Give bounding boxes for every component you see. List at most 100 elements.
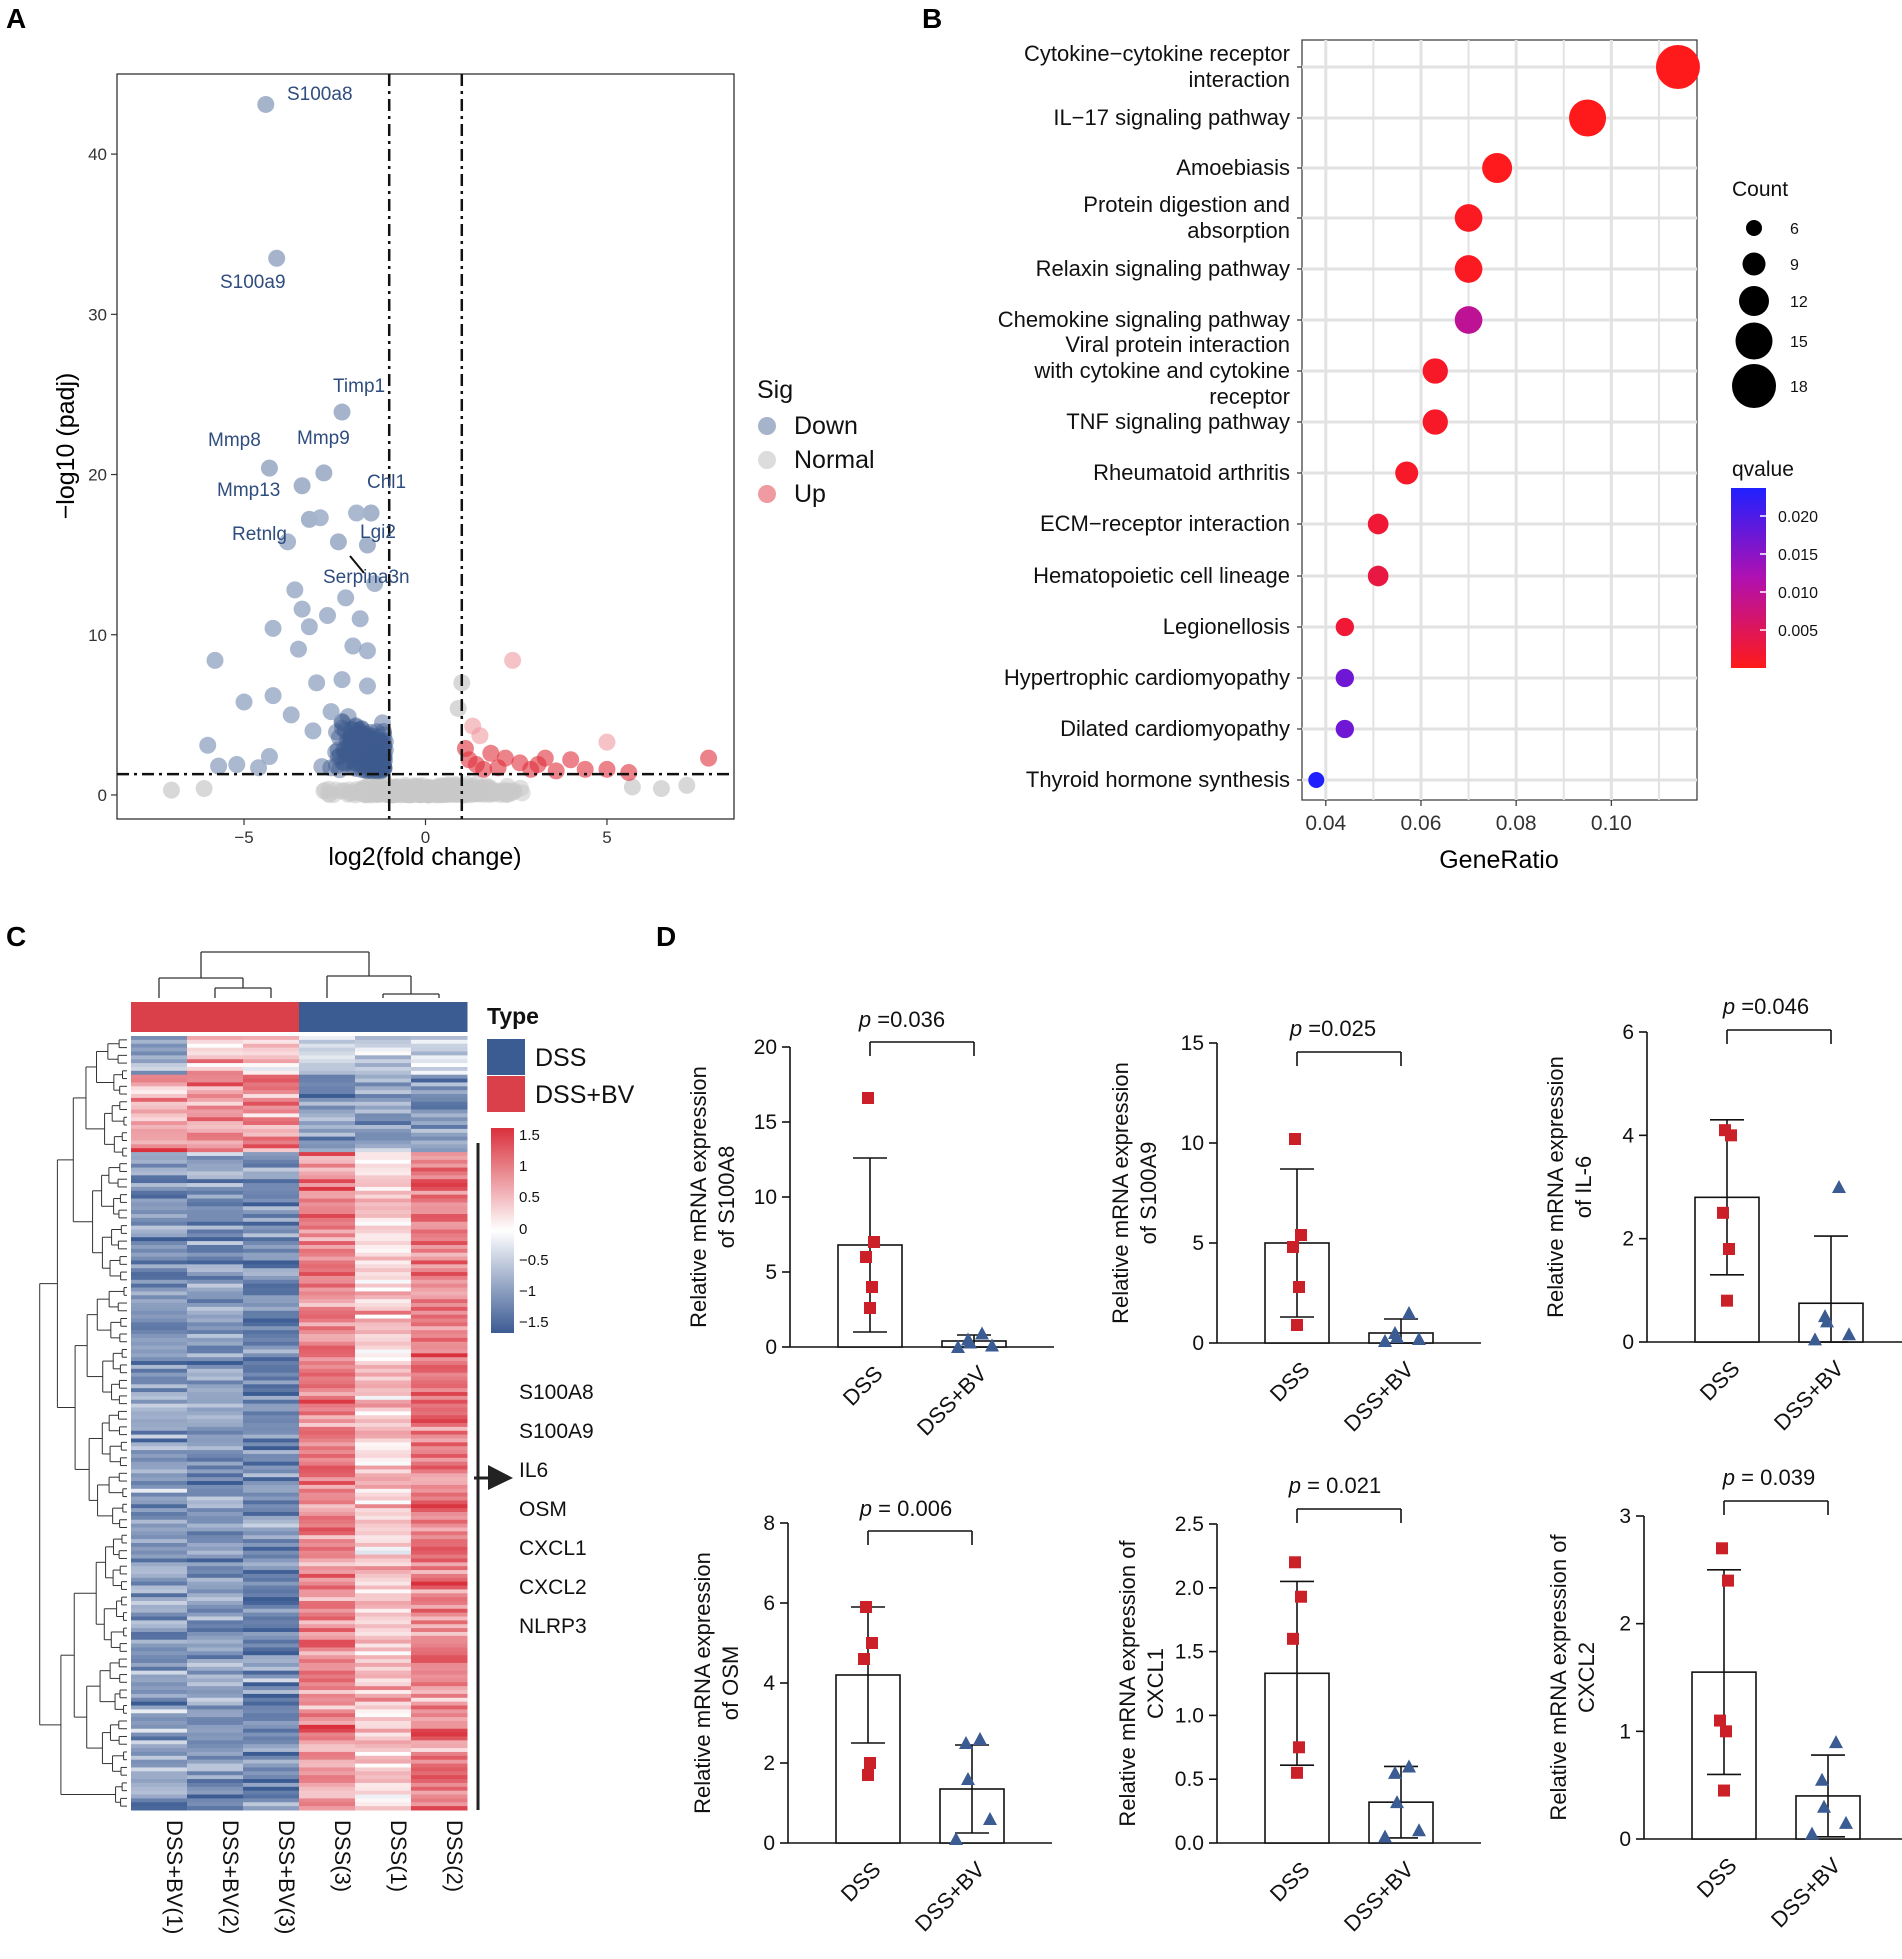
heatmap-cell <box>411 1121 468 1126</box>
kegg-dot <box>1335 668 1354 688</box>
heatmap-cell <box>411 1082 468 1087</box>
heatmap-cell <box>411 1264 468 1269</box>
down-point <box>368 735 386 753</box>
heatmap-cell <box>243 1453 300 1459</box>
heatmap-cell <box>243 1279 300 1285</box>
heatmap-cell <box>299 1090 356 1095</box>
down-point <box>361 724 379 742</box>
heatmap-cell <box>299 1419 356 1424</box>
heatmap-cell <box>131 1759 188 1765</box>
heatmap-cell <box>411 1411 468 1416</box>
down-point <box>355 746 373 764</box>
heatmap-cell <box>355 1074 412 1080</box>
heatmap-cell <box>187 1059 244 1064</box>
heatmap-cell <box>299 1531 356 1536</box>
heatmap-cell <box>187 1376 244 1381</box>
heatmap-cell <box>299 1136 356 1141</box>
down-point <box>373 739 391 757</box>
heatmap-cell <box>187 1411 244 1416</box>
heatmap-cell <box>243 1798 300 1803</box>
heatmap-cell <box>411 1577 468 1583</box>
heatmap-cell <box>355 1051 412 1056</box>
heatmap-cell <box>355 1442 412 1447</box>
heatmap-cell <box>131 1229 188 1234</box>
dssbv-point <box>961 1332 975 1346</box>
heatmap-cell <box>131 1550 188 1556</box>
heatmap-cell <box>131 1237 188 1242</box>
up-point <box>562 751 580 769</box>
heatmap-cell <box>411 1202 468 1207</box>
heatmap-cell <box>411 1473 468 1478</box>
type-cell <box>243 1002 300 1032</box>
heatmap-cell <box>411 1183 468 1188</box>
down-point <box>333 671 351 689</box>
heatmap-cell <box>187 1121 244 1126</box>
gene-label-chl1: Chl1 <box>367 472 406 493</box>
heatmap-cell <box>355 1508 412 1513</box>
down-point <box>342 720 360 738</box>
heatmap-cell <box>355 1492 412 1498</box>
heatmap-cell <box>243 1763 300 1768</box>
heatmap-cell <box>355 1036 412 1041</box>
normal-point <box>470 785 488 803</box>
pathway-label: Cytokine−cytokine receptor <box>1024 41 1290 66</box>
heatmap-cell <box>187 1237 244 1242</box>
heatmap-cell <box>131 1070 188 1076</box>
heatmap-cell <box>411 1256 468 1261</box>
heatmap-cell <box>243 1113 300 1118</box>
heatmap-cell <box>355 1225 412 1230</box>
heatmap-cell <box>299 1314 356 1320</box>
heatmap-cell <box>299 1279 356 1285</box>
heatmap-cell <box>131 1399 188 1405</box>
heatmap-cell <box>411 1384 468 1389</box>
heatmap-cell <box>243 1748 300 1753</box>
heatmap-cell <box>131 1291 188 1296</box>
heatmap-cell <box>131 1519 188 1525</box>
y-axis-label: Relative mRNA expression <box>690 1552 715 1814</box>
heatmap-cell <box>355 1767 412 1772</box>
heatmap-cell <box>355 1364 412 1370</box>
heatmap-cell <box>299 1535 356 1540</box>
heatmap-cell <box>187 1272 244 1277</box>
heatmap-cell <box>355 1330 412 1335</box>
down-point <box>347 754 365 772</box>
heatmap-cell <box>411 1434 468 1439</box>
heatmap-cell <box>131 1225 188 1230</box>
heatmap-cell <box>187 1782 244 1788</box>
heatmap-cell <box>355 1175 412 1180</box>
heatmap-cell <box>187 1651 244 1656</box>
heatmap-cell <box>299 1264 356 1269</box>
heatmap-cell <box>411 1314 468 1320</box>
y-tick-label: 0.5 <box>1175 1768 1204 1791</box>
group-label: DSS <box>836 1857 886 1907</box>
heatmap-cell <box>243 1152 300 1157</box>
normal-point <box>493 783 511 801</box>
heatmap-cell <box>411 1283 468 1289</box>
heatmap-cell <box>243 1709 300 1714</box>
heatmap-cell <box>299 1357 356 1362</box>
heatmap-cell <box>187 1070 244 1076</box>
heatmap-cell <box>187 1628 244 1633</box>
heatmap-cell <box>411 1601 468 1606</box>
down-point <box>353 761 371 779</box>
heatmap-cell <box>187 1751 244 1757</box>
heatmap-cell <box>243 1217 300 1223</box>
heatmap-cell <box>411 1310 468 1316</box>
heatmap-cell <box>299 1442 356 1447</box>
heatmap-cell <box>243 1705 300 1710</box>
heatmap-cell <box>243 1221 300 1227</box>
heatmap-cell <box>131 1539 188 1544</box>
heatmap-cell <box>131 1457 188 1463</box>
heatmap-cell <box>131 1728 188 1734</box>
heatmap-cell <box>131 1740 188 1745</box>
heatmap-cell <box>355 1748 412 1753</box>
down-point <box>347 717 365 735</box>
kegg-dot <box>1454 204 1483 232</box>
heatmap-cell <box>355 1697 412 1703</box>
down-point <box>371 755 389 773</box>
heatmap-cell <box>131 1322 188 1327</box>
down-point <box>347 759 365 777</box>
down-point <box>356 747 374 765</box>
heatmap-cell <box>187 1430 244 1436</box>
